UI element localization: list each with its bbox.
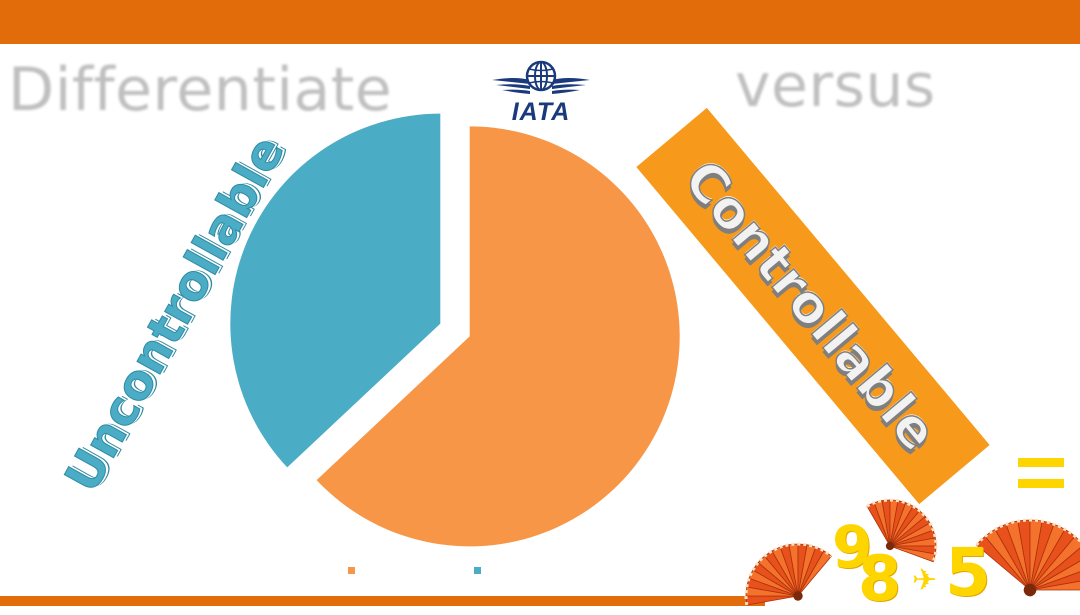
hand-fan-icon — [866, 498, 938, 563]
top-accent-bar — [0, 0, 1080, 44]
iata-logo-text: IATA — [511, 98, 571, 126]
hand-fan-icon — [744, 542, 833, 606]
bottom-accent-bar — [0, 596, 765, 606]
score-digit-first: 9 — [832, 513, 873, 581]
pie-slice-uncontrollable — [230, 113, 441, 468]
equals-icon — [1018, 458, 1064, 490]
score-digit-third: 5 — [945, 534, 991, 611]
iata-logo: IATA — [490, 54, 592, 126]
plane-icon: ✈ — [912, 563, 938, 598]
legend-marker-controllable — [348, 567, 355, 574]
headline-differentiate: Differentiate — [8, 55, 393, 125]
pie-slice-controllable — [316, 126, 680, 547]
hand-fan-icon — [975, 518, 1080, 597]
score-digit-second: 8 — [858, 542, 902, 615]
iata-logo-icon — [492, 60, 590, 94]
legend-marker-uncontrollable — [474, 567, 481, 574]
headline-versus: versus — [735, 51, 936, 121]
